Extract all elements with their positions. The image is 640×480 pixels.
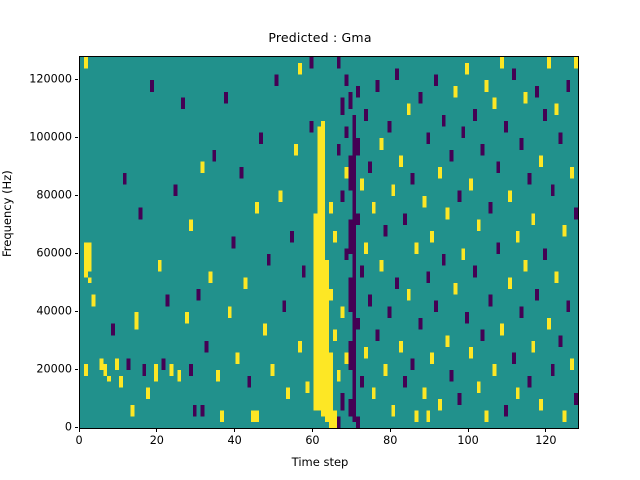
heatmap-image[interactable] [80, 57, 578, 428]
x-tick-mark [467, 428, 469, 432]
y-tick-label: 20000 [36, 362, 72, 376]
y-tick-label: 0 [64, 420, 72, 434]
x-tick-mark [156, 428, 158, 432]
y-axis-label: Frequency (Hz) [0, 170, 14, 257]
x-tick-label: 0 [75, 434, 83, 447]
x-tick-label: 100 [457, 434, 479, 447]
x-tick-label: 60 [305, 434, 320, 447]
x-tick-mark [78, 428, 80, 432]
x-tick-mark [389, 428, 391, 432]
y-tick-label: 120000 [29, 72, 72, 86]
heatmap-axes[interactable] [79, 56, 579, 429]
y-tick-mark [74, 136, 78, 138]
y-tick-label: 60000 [36, 246, 72, 260]
x-tick-label: 20 [149, 434, 164, 447]
y-tick-mark [74, 426, 78, 428]
page-title: Predicted : Gma [268, 30, 372, 45]
y-tick-mark [74, 310, 78, 312]
y-tick-mark [74, 194, 78, 196]
y-tick-label: 100000 [29, 130, 72, 144]
y-tick-mark [74, 368, 78, 370]
x-tick-label: 120 [535, 434, 557, 447]
x-axis-label: Time step [291, 455, 349, 469]
x-tick-mark [311, 428, 313, 432]
y-tick-mark [74, 252, 78, 254]
y-tick-label: 80000 [36, 188, 72, 202]
x-tick-mark [545, 428, 547, 432]
x-tick-label: 80 [383, 434, 398, 447]
x-tick-label: 40 [227, 434, 242, 447]
y-tick-mark [74, 78, 78, 80]
x-tick-mark [234, 428, 236, 432]
y-tick-label: 40000 [36, 304, 72, 318]
